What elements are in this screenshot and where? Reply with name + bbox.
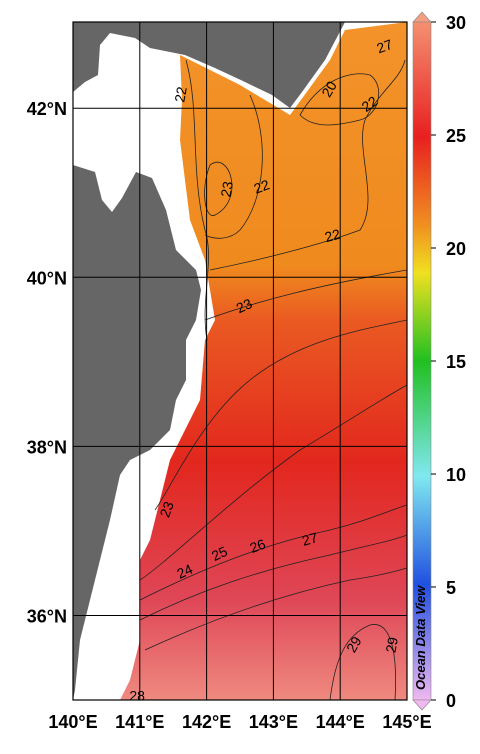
contour-label: 26 — [248, 536, 268, 556]
sea-field — [120, 22, 407, 700]
contour-label: 27 — [300, 529, 319, 549]
contour-line — [329, 624, 396, 700]
contour-line — [204, 94, 263, 239]
contour-line — [299, 73, 379, 126]
contour-label: 23 — [156, 499, 176, 519]
lon-tick-label: 141°E — [115, 712, 164, 732]
frame — [72, 21, 408, 701]
contour-label: 27 — [374, 36, 394, 56]
colorbar-tick-label: 15 — [446, 352, 466, 372]
contour-line — [139, 534, 407, 621]
contour-label: 23 — [217, 180, 235, 198]
lon-tick-label: 140°E — [48, 712, 97, 732]
map-body — [73, 22, 407, 700]
colorbar-cap — [412, 699, 432, 711]
contour-line — [139, 384, 407, 581]
lon-tick-label: 145°E — [382, 712, 431, 732]
colorbar-tick-label: 0 — [446, 691, 456, 711]
contour-label: 29 — [343, 633, 365, 655]
contour-label: 20 — [318, 78, 340, 100]
lat-tick-label: 36°N — [27, 606, 67, 626]
lat-tick-label: 40°N — [27, 268, 67, 288]
colorbar-tick-label: 10 — [446, 465, 466, 485]
colorbar-cap — [412, 11, 432, 23]
land — [73, 22, 345, 108]
contour-line — [204, 162, 233, 216]
colorbar-tick-label: 5 — [446, 578, 456, 598]
contour-line — [144, 567, 407, 651]
contour-label: 22 — [171, 85, 189, 103]
contour-line — [139, 504, 407, 601]
colorbar-tick-label: 30 — [446, 13, 466, 33]
watermark: Ocean Data View — [413, 585, 428, 690]
colorbar-tick-label: 20 — [446, 239, 466, 259]
lon-tick-label: 142°E — [182, 712, 231, 732]
contour-line — [204, 269, 407, 321]
contour-label: 25 — [209, 543, 230, 564]
contour-label: 22 — [252, 176, 272, 196]
contour-label: 22 — [323, 226, 342, 246]
lat-tick-label: 38°N — [27, 437, 67, 457]
contour-label: 24 — [174, 561, 195, 582]
lat-tick-label: 42°N — [27, 99, 67, 119]
land — [73, 165, 201, 700]
contour-line — [154, 319, 407, 511]
lon-tick-label: 144°E — [316, 712, 365, 732]
contour-label: 29 — [382, 636, 400, 654]
contour-label: 23 — [234, 295, 255, 316]
contour-line — [209, 59, 406, 271]
colorbar-tick-label: 25 — [446, 126, 466, 146]
contour-label: 28 — [129, 687, 145, 703]
lon-tick-label: 143°E — [249, 712, 298, 732]
contour-line — [185, 59, 209, 341]
